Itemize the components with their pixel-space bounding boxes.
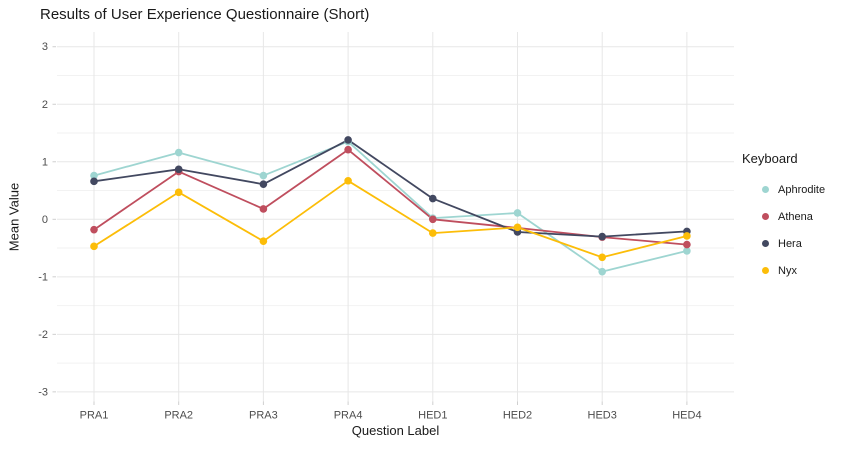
data-point xyxy=(598,267,606,276)
series-line-hera xyxy=(93,139,687,238)
x-tick-label: HED3 xyxy=(588,410,617,422)
data-point xyxy=(174,188,183,197)
series-line-nyx xyxy=(93,179,688,259)
chart-title: Results of User Experience Questionnaire… xyxy=(40,6,370,23)
y-tick-label: 2 xyxy=(42,99,48,111)
data-point xyxy=(598,232,606,241)
legend-label: Athena xyxy=(778,210,813,223)
legend-label: Aphrodite xyxy=(778,183,826,196)
legend-item-athena: Athena xyxy=(742,203,825,230)
legend: Keyboard Aphrodite Athena Hera Nyx xyxy=(742,151,825,284)
data-point xyxy=(174,148,183,157)
data-point xyxy=(90,171,98,180)
x-tick-label: HED2 xyxy=(503,410,532,422)
legend-items: Aphrodite Athena Hera Nyx xyxy=(742,176,825,284)
legend-swatch-nyx xyxy=(762,267,769,274)
data-point xyxy=(683,247,691,255)
y-tick-label: -1 xyxy=(38,271,48,283)
data-point xyxy=(90,225,98,234)
legend-item-hera: Hera xyxy=(742,230,825,257)
x-tick-label: PRA3 xyxy=(249,410,278,422)
x-axis-title: Question Label xyxy=(351,423,440,438)
data-point xyxy=(259,205,268,213)
y-tick-label: 1 xyxy=(42,156,48,168)
x-tick-label: PRA4 xyxy=(334,410,363,422)
data-point xyxy=(344,176,352,185)
legend-swatch-aphrodite xyxy=(762,186,769,193)
legend-label: Hera xyxy=(778,237,802,250)
y-tick-label: 0 xyxy=(42,214,48,226)
data-point xyxy=(683,232,691,240)
series-points-athena xyxy=(90,145,691,249)
data-point xyxy=(259,171,268,180)
data-point xyxy=(344,145,352,154)
data-point xyxy=(429,215,437,224)
data-point xyxy=(344,136,352,144)
y-tick-label: -3 xyxy=(38,386,48,398)
data-point xyxy=(174,165,183,174)
data-point xyxy=(429,229,437,237)
x-tick-label: PRA1 xyxy=(80,410,109,422)
legend-swatch-athena xyxy=(762,213,769,220)
series-points-nyx xyxy=(90,176,691,262)
data-point xyxy=(90,177,98,186)
legend-item-aphrodite: Aphrodite xyxy=(742,176,825,203)
data-point xyxy=(90,242,98,251)
y-tick-label: -2 xyxy=(38,329,48,341)
legend-item-nyx: Nyx xyxy=(742,257,825,284)
x-tick-label: HED4 xyxy=(672,410,701,422)
data-point xyxy=(598,253,606,262)
y-axis-title: Mean Value xyxy=(6,182,22,252)
legend-title: Keyboard xyxy=(742,151,798,166)
data-point xyxy=(429,194,437,203)
data-point xyxy=(513,209,522,217)
x-tick-label: HED1 xyxy=(418,410,447,422)
data-point xyxy=(259,237,268,245)
series-line-aphrodite xyxy=(93,140,688,273)
series-line-athena xyxy=(93,148,687,246)
legend-swatch-hera xyxy=(762,240,769,247)
data-point xyxy=(259,180,268,189)
legend-label: Nyx xyxy=(778,264,797,277)
data-point xyxy=(513,223,522,232)
x-tick-label: PRA2 xyxy=(164,410,193,422)
y-tick-label: 3 xyxy=(42,41,48,53)
data-point xyxy=(683,240,691,249)
